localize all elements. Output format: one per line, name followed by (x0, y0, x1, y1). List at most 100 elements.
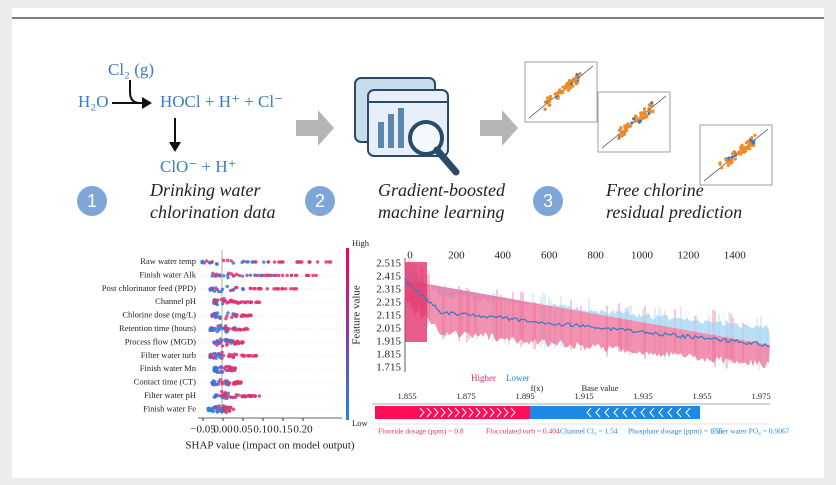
shap-dot (222, 274, 226, 278)
thumb-dot (632, 117, 636, 121)
shap-dot (220, 301, 225, 306)
chem-products: HOCl + H⁺ + Cl⁻ (160, 92, 283, 111)
shap-dot (226, 311, 230, 315)
shap-dot (305, 273, 309, 278)
thumb-dot (750, 143, 754, 148)
thumb-dot (724, 157, 728, 161)
shap-dot (284, 287, 288, 291)
shap-dot (240, 340, 244, 344)
thumb-dot (640, 116, 644, 121)
shap-dot (240, 394, 244, 398)
thumb-dot (647, 111, 651, 115)
force-chevron (667, 407, 673, 418)
thumb-dot (555, 92, 559, 97)
shap-dot (218, 394, 222, 398)
shap-dot (240, 260, 244, 265)
y-tick-label: 1.715 (376, 362, 401, 374)
shap-dot (314, 273, 318, 278)
shap-dot (236, 328, 240, 332)
thumb-dot (637, 120, 641, 124)
shap-dot (224, 410, 229, 415)
force-chevron (631, 407, 637, 418)
arrow-head (169, 142, 181, 152)
thumb-dot (648, 104, 652, 108)
thumb-dot (543, 100, 547, 104)
thumb-dot (651, 104, 655, 108)
thumb-dot (626, 122, 630, 126)
x-tick-label: 600 (541, 250, 558, 262)
shap-dot (219, 369, 223, 373)
x-axis-label: SHAP value (impact on model output) (185, 440, 354, 452)
thumb-dot (618, 128, 622, 133)
shap-dot (226, 391, 231, 396)
shap-dot (225, 326, 230, 331)
thumb-dot (571, 84, 575, 88)
y-tick-label: 2.015 (376, 323, 401, 335)
shap-dot (215, 262, 219, 266)
shap-dot (238, 380, 242, 385)
icon-bar (388, 114, 394, 148)
y-tick-label: 2.515 (376, 258, 401, 270)
thumb-dot (556, 96, 560, 100)
thumb-dot (730, 159, 734, 163)
shap-dot (239, 328, 243, 332)
shap-dot (246, 327, 250, 331)
shap-dot (220, 365, 224, 370)
force-blue (530, 406, 700, 419)
shap-dot (210, 312, 214, 317)
thumb-dot (546, 96, 550, 100)
shap-dot (291, 287, 295, 291)
thumb-dot (639, 111, 643, 115)
feature-label: Filter water pH (144, 390, 196, 400)
thumb-dot (752, 139, 756, 143)
shap-dot (256, 286, 260, 291)
force-tick-label: 1.955 (692, 391, 711, 401)
thumb-dot (729, 161, 733, 166)
legend-higher: Higher (471, 373, 496, 383)
force-feature: Filter water PO₄ = 0.9067 (712, 427, 790, 436)
x-tick-label: 1200 (677, 250, 700, 262)
shap-dot (225, 258, 230, 263)
step-label: Free chlorine (605, 180, 704, 200)
shap-dot (223, 393, 227, 398)
force-chevron (440, 407, 446, 418)
shap-dot (300, 260, 304, 264)
thumb-dot (727, 156, 731, 160)
shap-summary: Raw water temp Finish water Alk Post chlor… (102, 238, 370, 452)
force-chevron (447, 407, 453, 418)
process-arrow (480, 110, 518, 146)
thumb-dot (644, 115, 649, 119)
shap-dot (211, 286, 215, 290)
shap-dot (243, 313, 247, 317)
shap-dot (220, 344, 225, 348)
shap-dot (311, 273, 315, 278)
thumb-dot (543, 107, 547, 111)
x-tick-label: 0.05 (233, 424, 253, 436)
x-tick-label: 200 (448, 250, 465, 262)
thumb-dot (574, 82, 578, 86)
shap-dot (253, 394, 257, 398)
shap-dot (215, 329, 219, 334)
force-chevron (595, 407, 601, 418)
shap-dot (240, 274, 245, 278)
thumb-dot (621, 133, 625, 137)
thumb-dot (642, 107, 647, 111)
thumb-dot (746, 145, 750, 149)
band-lower (405, 280, 770, 369)
base-label: Base value (581, 383, 618, 393)
force-chevron (613, 407, 619, 418)
force-tick-label: 1.935 (633, 391, 652, 401)
force-chevron (510, 407, 516, 418)
shap-dot (213, 315, 218, 320)
force-chevron (604, 407, 610, 418)
thumb-dot (619, 133, 623, 138)
shap-dot (229, 298, 234, 302)
shap-dot (215, 370, 220, 374)
thumb-dot (739, 152, 743, 156)
shap-dot (231, 274, 236, 278)
force-chevron (426, 407, 432, 418)
x-tick-label: −0.05 (190, 424, 216, 436)
shap-dot (328, 260, 333, 264)
thumb-dot (623, 128, 627, 132)
thumb-dot (747, 140, 751, 144)
